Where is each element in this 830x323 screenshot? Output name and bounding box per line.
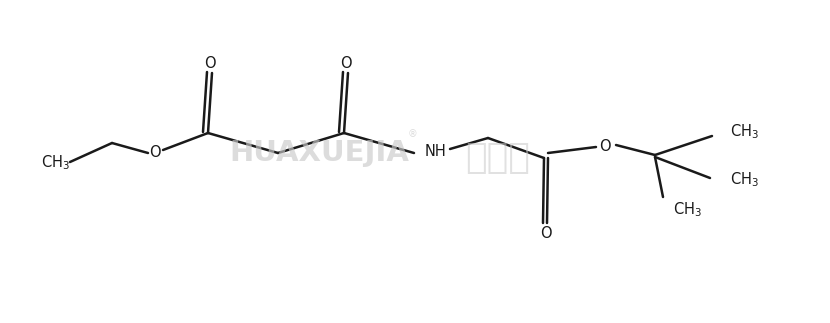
Text: CH$_3$: CH$_3$ — [730, 123, 759, 141]
Text: ®: ® — [408, 129, 417, 139]
Text: O: O — [204, 56, 216, 70]
Text: 化学加: 化学加 — [466, 141, 530, 175]
Text: CH$_3$: CH$_3$ — [673, 201, 702, 219]
Text: O: O — [540, 225, 552, 241]
Text: O: O — [149, 144, 161, 160]
Text: CH$_3$: CH$_3$ — [41, 154, 70, 172]
Text: CH$_3$: CH$_3$ — [730, 171, 759, 189]
Text: O: O — [340, 56, 352, 70]
Text: NH: NH — [425, 143, 447, 159]
Text: HUAXUEJIA: HUAXUEJIA — [230, 140, 409, 167]
Text: O: O — [599, 139, 611, 153]
